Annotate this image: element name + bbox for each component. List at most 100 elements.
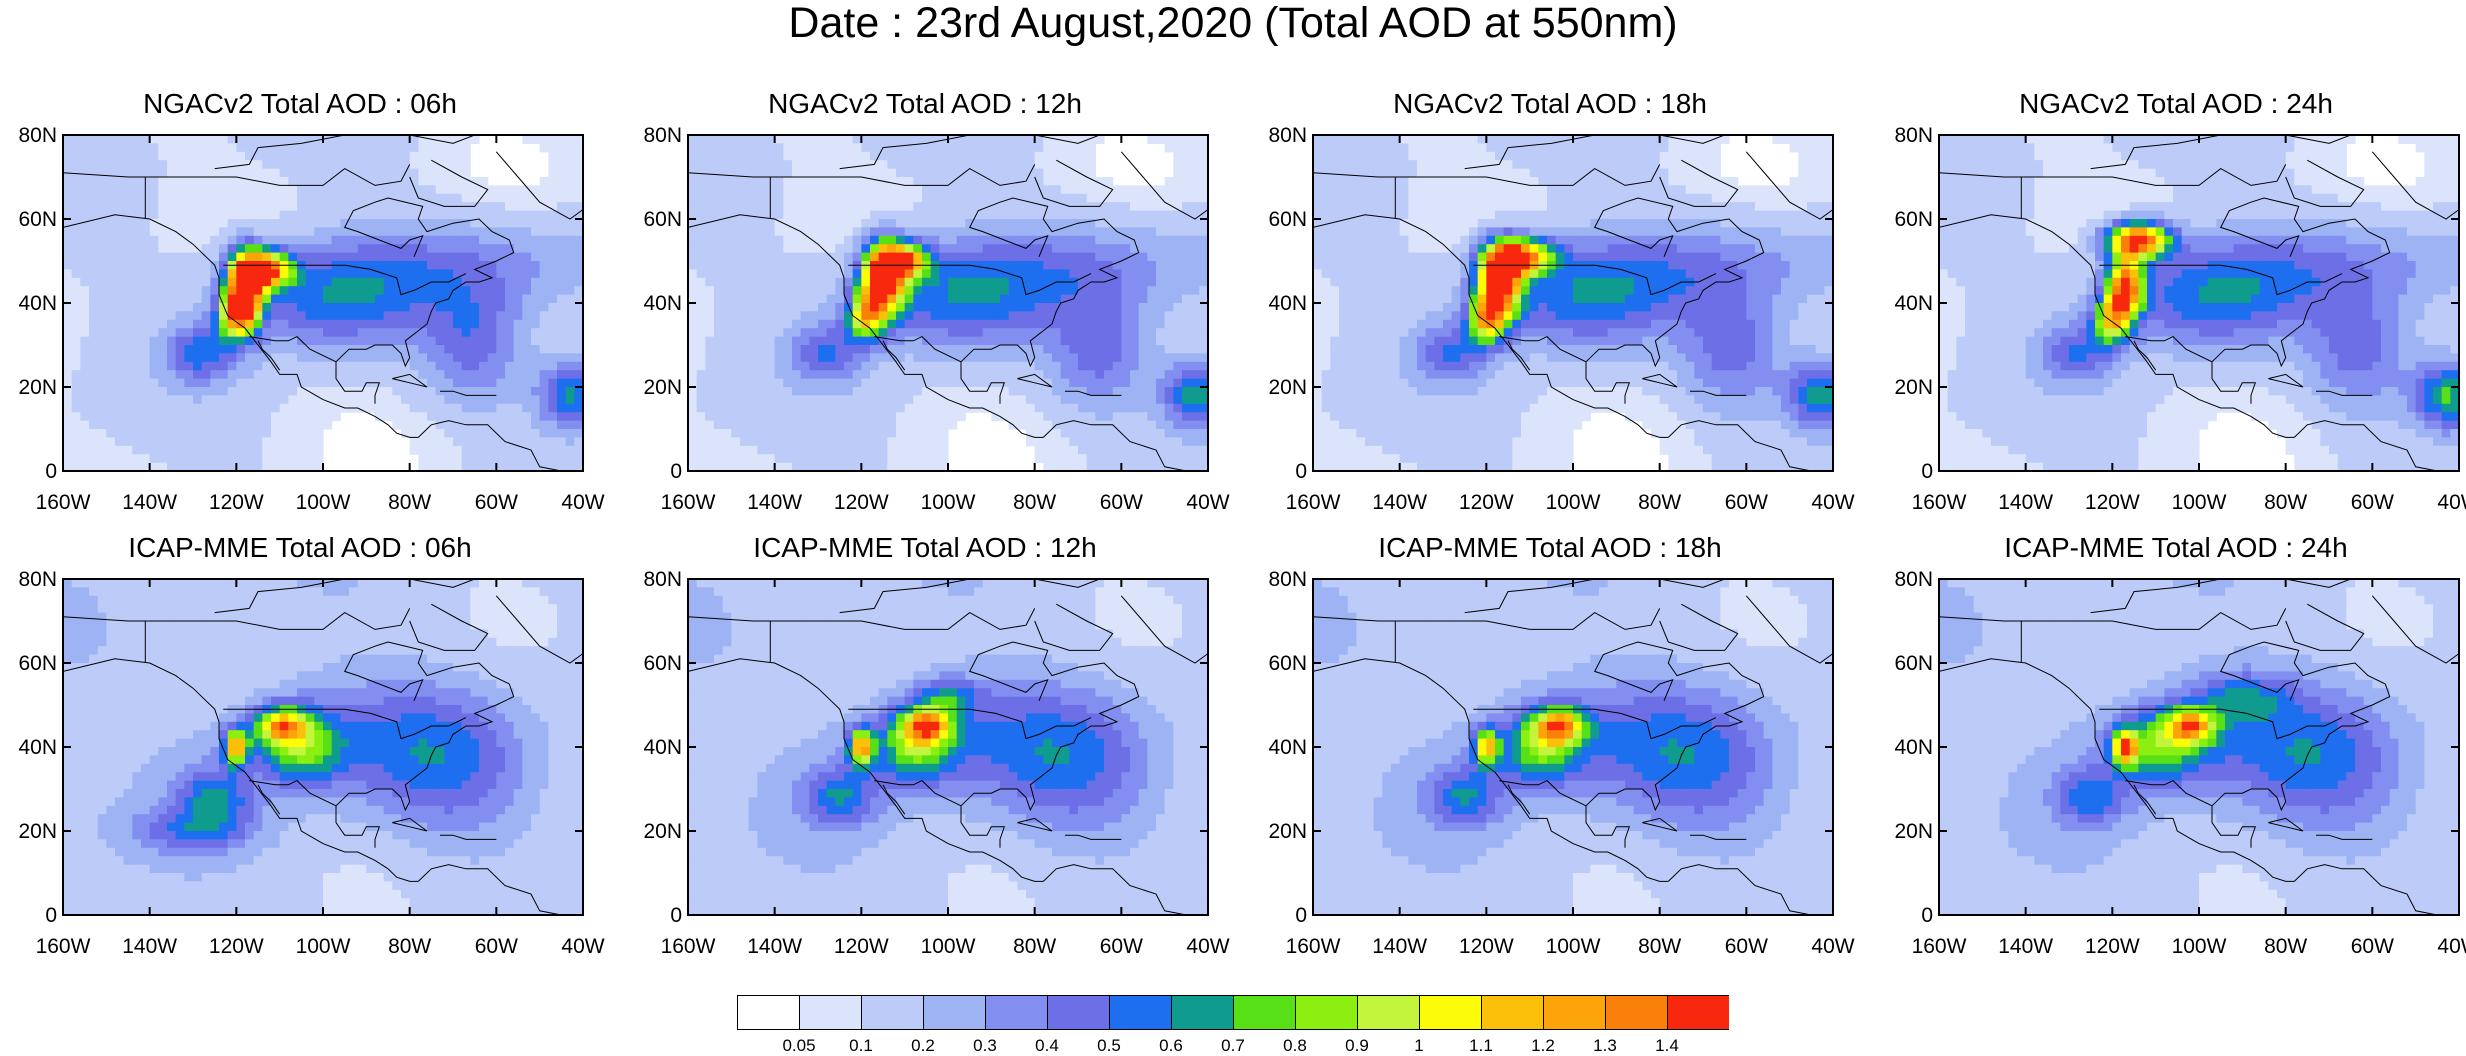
aod-cell	[696, 353, 706, 363]
aod-cell	[1130, 328, 1140, 338]
aod-cell	[106, 210, 116, 220]
aod-cell	[314, 387, 324, 396]
aod-cell	[688, 303, 698, 312]
aod-cell	[705, 328, 715, 338]
aod-cell	[297, 403, 307, 413]
aod-cell	[1078, 437, 1088, 447]
aod-cell	[1173, 336, 1183, 346]
aod-cell	[383, 227, 393, 237]
aod-cell	[1069, 328, 1079, 338]
aod-cell	[852, 319, 862, 329]
aod-cell	[783, 462, 793, 472]
aod-cell	[401, 311, 411, 321]
aod-cell	[930, 420, 940, 430]
aod-cell	[565, 445, 575, 455]
aod-cell	[435, 462, 445, 472]
aod-cell	[470, 219, 480, 228]
aod-cell	[800, 177, 810, 186]
aod-cell	[1052, 387, 1062, 396]
aod-cell	[948, 403, 958, 413]
aod-cell	[123, 210, 133, 220]
aod-cell	[826, 244, 836, 254]
aod-cell	[783, 303, 793, 312]
aod-cell	[1026, 177, 1036, 186]
aod-cell	[236, 135, 246, 144]
aod-cell	[522, 193, 532, 203]
aod-cell	[193, 328, 203, 338]
aod-cell	[513, 235, 523, 245]
aod-cell	[1104, 202, 1114, 212]
aod-cell	[1121, 193, 1131, 203]
aod-cell	[63, 252, 73, 262]
aod-cell	[870, 412, 880, 422]
aod-cell	[271, 277, 281, 287]
aod-cell	[366, 193, 376, 203]
aod-cell	[740, 345, 750, 354]
aod-cell	[106, 328, 116, 338]
aod-cell	[705, 244, 715, 254]
aod-cell	[565, 252, 575, 262]
aod-cell	[115, 454, 125, 464]
aod-cell	[688, 151, 698, 161]
aod-cell	[774, 420, 784, 430]
aod-cell	[1486, 151, 1496, 161]
aod-cell	[305, 269, 315, 279]
aod-cell	[696, 387, 706, 396]
aod-cell	[513, 420, 523, 430]
aod-cell	[97, 177, 107, 186]
aod-cell	[904, 277, 914, 287]
aod-cell	[1156, 445, 1166, 455]
aod-cell	[236, 219, 246, 228]
aod-cell	[809, 185, 819, 195]
aod-cell	[1147, 370, 1157, 380]
aod-cell	[1043, 420, 1053, 430]
aod-cell	[123, 294, 133, 304]
aod-cell	[714, 244, 724, 254]
aod-cell	[565, 269, 575, 279]
aod-cell	[696, 437, 706, 447]
aod-cell	[852, 395, 862, 405]
aod-cell	[1625, 135, 1635, 144]
aod-cell	[1043, 151, 1053, 161]
aod-cell	[948, 303, 958, 312]
aod-cell	[774, 429, 784, 438]
aod-cell	[757, 370, 767, 380]
aod-cell	[1147, 269, 1157, 279]
aod-cell	[714, 294, 724, 304]
aod-cell	[1199, 244, 1209, 254]
aod-cell	[383, 202, 393, 212]
aod-cell	[740, 160, 750, 170]
aod-cell	[262, 395, 272, 405]
aod-cell	[783, 269, 793, 279]
aod-cell	[210, 269, 220, 279]
aod-cell	[106, 219, 116, 228]
aod-cell	[505, 294, 515, 304]
aod-cell	[548, 454, 558, 464]
aod-cell	[193, 311, 203, 321]
aod-cell	[479, 328, 489, 338]
aod-cell	[930, 403, 940, 413]
aod-cell	[323, 168, 333, 178]
aod-cell	[1173, 437, 1183, 447]
aod-cell	[1043, 244, 1053, 254]
aod-cell	[1026, 219, 1036, 228]
aod-cell	[89, 261, 99, 270]
aod-cell	[1008, 303, 1018, 312]
aod-cell	[1391, 160, 1401, 170]
aod-cell	[357, 277, 367, 287]
aod-cell	[1078, 227, 1088, 237]
aod-cell	[1086, 311, 1096, 321]
aod-cell	[487, 210, 497, 220]
aod-cell	[870, 202, 880, 212]
aod-cell	[982, 303, 992, 312]
aod-cell	[844, 412, 854, 422]
aod-cell	[184, 403, 194, 413]
aod-cell	[1052, 412, 1062, 422]
aod-cell	[1017, 135, 1027, 144]
aod-cell	[418, 235, 428, 245]
aod-cell	[375, 135, 385, 144]
aod-cell	[766, 462, 776, 472]
aod-cell	[1104, 370, 1114, 380]
aod-cell	[106, 261, 116, 270]
aod-cell	[522, 269, 532, 279]
